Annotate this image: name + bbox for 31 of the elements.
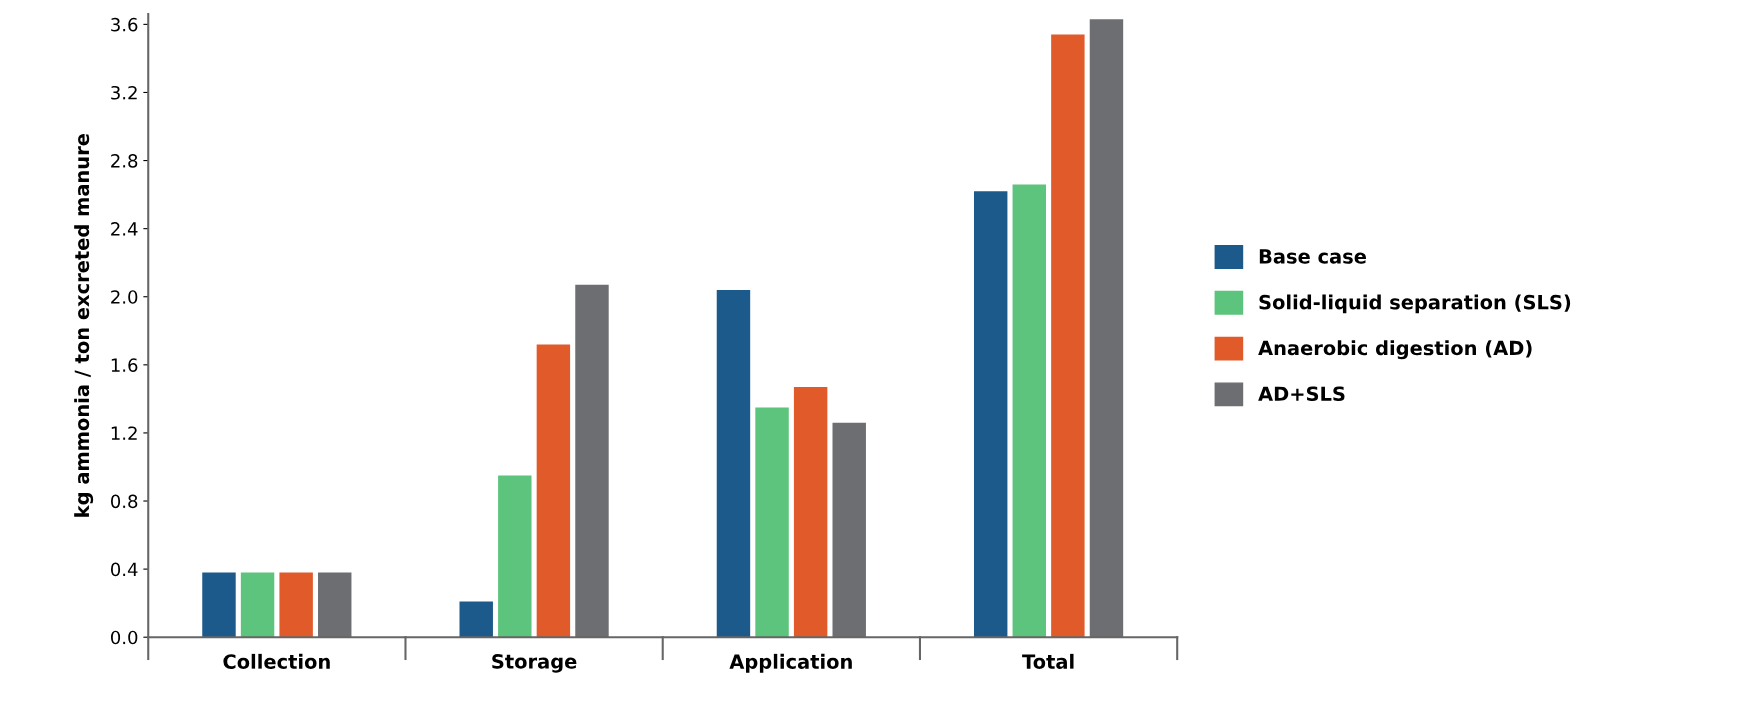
y-tick-label: 0.0 (110, 630, 138, 645)
bar (973, 191, 1008, 638)
legend-label: Solid-liquid separation (SLS) (1259, 294, 1571, 314)
x-tick-label: Application (729, 653, 852, 673)
x-tick-label: Storage (492, 654, 577, 673)
bar (536, 344, 571, 638)
y-tick-label: 0.4 (110, 562, 138, 577)
bar (716, 289, 751, 638)
bar (459, 601, 493, 638)
y-tick-label: 2.4 (111, 222, 138, 236)
legend-label: AD+SLS (1258, 386, 1345, 402)
legend-label: Base case (1259, 249, 1366, 264)
y-tick-label: 1.2 (111, 426, 137, 440)
x-tick-label: Total (1022, 653, 1074, 669)
bar (1051, 34, 1085, 638)
x-tick-label: Collection (223, 653, 330, 669)
y-tick-label: 3.6 (111, 17, 138, 32)
bar (498, 475, 532, 638)
y-tick-label: 2.0 (111, 290, 138, 304)
y-tick-label: 1.6 (111, 358, 138, 372)
legend-label: Anaerobic digestion (AD) (1258, 340, 1532, 360)
y-tick-label: 2.8 (111, 154, 138, 168)
y-tick-label: 3.2 (111, 85, 137, 100)
bar (279, 572, 313, 638)
y-axis-title: kg ammonia / ton excreted manure (74, 134, 94, 517)
bar (755, 407, 789, 638)
bar (202, 572, 236, 638)
y-tick-label: 0.8 (110, 494, 138, 509)
bar (1012, 184, 1047, 638)
bar (793, 386, 828, 638)
bar (240, 572, 275, 638)
